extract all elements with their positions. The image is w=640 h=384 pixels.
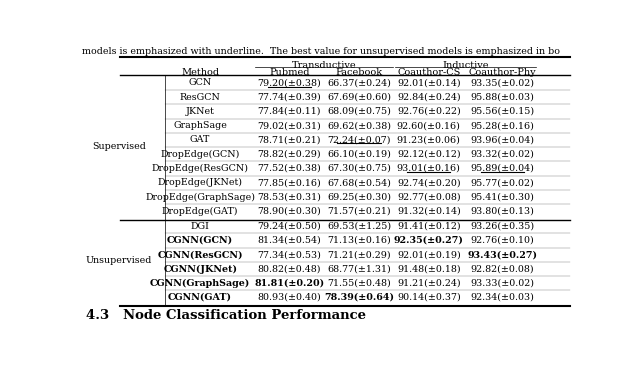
Text: 92.77(±0.08): 92.77(±0.08) [397,192,461,201]
Text: DropEdge(JKNet): DropEdge(JKNet) [157,178,243,187]
Text: 72.24(±0.07): 72.24(±0.07) [327,136,391,144]
Text: 68.77(±1.31): 68.77(±1.31) [327,264,391,273]
Text: 67.68(±0.54): 67.68(±0.54) [327,178,391,187]
Text: Coauthor-CS: Coauthor-CS [397,68,460,78]
Text: DropEdge(ResGCN): DropEdge(ResGCN) [152,164,248,173]
Text: 68.09(±0.75): 68.09(±0.75) [327,107,391,116]
Text: 93.33(±0.02): 93.33(±0.02) [470,279,534,288]
Text: 92.60(±0.16): 92.60(±0.16) [397,121,461,130]
Text: 92.34(±0.03): 92.34(±0.03) [470,293,534,302]
Text: Inductive: Inductive [442,61,489,70]
Text: 95.77(±0.02): 95.77(±0.02) [470,178,534,187]
Text: 92.01(±0.14): 92.01(±0.14) [397,78,461,88]
Text: CGNN(GAT): CGNN(GAT) [168,293,232,302]
Text: 71.13(±0.16): 71.13(±0.16) [327,236,391,245]
Text: 4.3   Node Classification Performance: 4.3 Node Classification Performance [86,310,366,323]
Text: 66.37(±0.24): 66.37(±0.24) [327,78,391,88]
Text: 92.76(±0.10): 92.76(±0.10) [470,236,534,245]
Text: 79.24(±0.50): 79.24(±0.50) [257,222,321,231]
Text: 67.69(±0.60): 67.69(±0.60) [327,93,391,102]
Text: 91.23(±0.06): 91.23(±0.06) [397,136,461,144]
Text: 93.80(±0.13): 93.80(±0.13) [470,207,534,216]
Text: 78.82(±0.29): 78.82(±0.29) [257,150,321,159]
Text: 78.71(±0.21): 78.71(±0.21) [257,136,321,144]
Text: 91.48(±0.18): 91.48(±0.18) [397,264,461,273]
Text: 69.62(±0.38): 69.62(±0.38) [327,121,391,130]
Text: DropEdge(GAT): DropEdge(GAT) [162,207,238,216]
Text: 81.34(±0.54): 81.34(±0.54) [257,236,321,245]
Text: 93.32(±0.02): 93.32(±0.02) [470,150,534,159]
Text: 78.53(±0.31): 78.53(±0.31) [257,192,321,201]
Text: 80.82(±0.48): 80.82(±0.48) [257,264,321,273]
Text: 80.93(±0.40): 80.93(±0.40) [257,293,321,302]
Text: 69.53(±1.25): 69.53(±1.25) [327,222,391,231]
Text: 95.41(±0.30): 95.41(±0.30) [470,192,534,201]
Text: 95.89(±0.04): 95.89(±0.04) [470,164,534,173]
Text: DropEdge(GCN): DropEdge(GCN) [161,150,240,159]
Text: CGNN(GCN): CGNN(GCN) [167,236,233,245]
Text: GraphSage: GraphSage [173,121,227,130]
Text: 92.84(±0.24): 92.84(±0.24) [397,93,461,102]
Text: 93.43(±0.27): 93.43(±0.27) [467,250,538,259]
Text: 95.56(±0.15): 95.56(±0.15) [470,107,534,116]
Text: Supervised: Supervised [92,142,146,151]
Text: 81.81(±0.20): 81.81(±0.20) [254,279,324,288]
Text: 91.21(±0.24): 91.21(±0.24) [397,279,461,288]
Text: DGI: DGI [191,222,209,231]
Text: 71.21(±0.29): 71.21(±0.29) [327,250,391,259]
Text: 93.96(±0.04): 93.96(±0.04) [470,136,534,144]
Text: JKNet: JKNet [186,107,214,116]
Text: 90.14(±0.37): 90.14(±0.37) [397,293,461,302]
Text: DropEdge(GraphSage): DropEdge(GraphSage) [145,192,255,202]
Text: Unsupervised: Unsupervised [86,256,152,265]
Text: 71.57(±0.21): 71.57(±0.21) [327,207,391,216]
Text: 92.82(±0.08): 92.82(±0.08) [470,264,534,273]
Text: CGNN(ResGCN): CGNN(ResGCN) [157,250,243,259]
Text: 77.85(±0.16): 77.85(±0.16) [257,178,321,187]
Text: 67.30(±0.75): 67.30(±0.75) [327,164,391,173]
Text: 77.84(±0.11): 77.84(±0.11) [257,107,321,116]
Text: CGNN(JKNet): CGNN(JKNet) [163,264,237,273]
Text: 77.74(±0.39): 77.74(±0.39) [257,93,321,102]
Text: 91.32(±0.14): 91.32(±0.14) [397,207,461,216]
Text: 66.10(±0.19): 66.10(±0.19) [327,150,391,159]
Text: 77.52(±0.38): 77.52(±0.38) [257,164,321,173]
Text: ResGCN: ResGCN [180,93,221,102]
Text: 79.02(±0.31): 79.02(±0.31) [257,121,321,130]
Text: Transductive: Transductive [292,61,356,70]
Text: Facebook: Facebook [335,68,383,78]
Text: 93.35(±0.02): 93.35(±0.02) [470,78,534,88]
Text: Pubmed: Pubmed [269,68,310,78]
Text: GCN: GCN [189,78,212,88]
Text: 71.55(±0.48): 71.55(±0.48) [327,279,391,288]
Text: 69.25(±0.30): 69.25(±0.30) [327,192,391,201]
Text: 92.01(±0.19): 92.01(±0.19) [397,250,461,259]
Text: 78.39(±0.64): 78.39(±0.64) [324,293,394,302]
Text: 77.34(±0.53): 77.34(±0.53) [257,250,321,259]
Text: CGNN(GraphSage): CGNN(GraphSage) [150,279,250,288]
Text: 91.41(±0.12): 91.41(±0.12) [397,222,461,231]
Text: 93.01(±0.16): 93.01(±0.16) [397,164,461,173]
Text: 92.35(±0.27): 92.35(±0.27) [394,236,464,245]
Text: models is emphasized with underline.  The best value for unsupervised models is : models is emphasized with underline. The… [81,47,559,56]
Text: 78.90(±0.30): 78.90(±0.30) [257,207,321,216]
Text: 95.88(±0.03): 95.88(±0.03) [470,93,534,102]
Text: 92.76(±0.22): 92.76(±0.22) [397,107,461,116]
Text: 92.12(±0.12): 92.12(±0.12) [397,150,461,159]
Text: GAT: GAT [190,136,211,144]
Text: Coauthor-Phy: Coauthor-Phy [468,68,536,78]
Text: 92.74(±0.20): 92.74(±0.20) [397,178,461,187]
Text: Method: Method [181,68,219,78]
Text: 79.20(±0.38): 79.20(±0.38) [257,78,321,88]
Text: 95.28(±0.16): 95.28(±0.16) [470,121,534,130]
Text: 93.26(±0.35): 93.26(±0.35) [470,222,534,231]
